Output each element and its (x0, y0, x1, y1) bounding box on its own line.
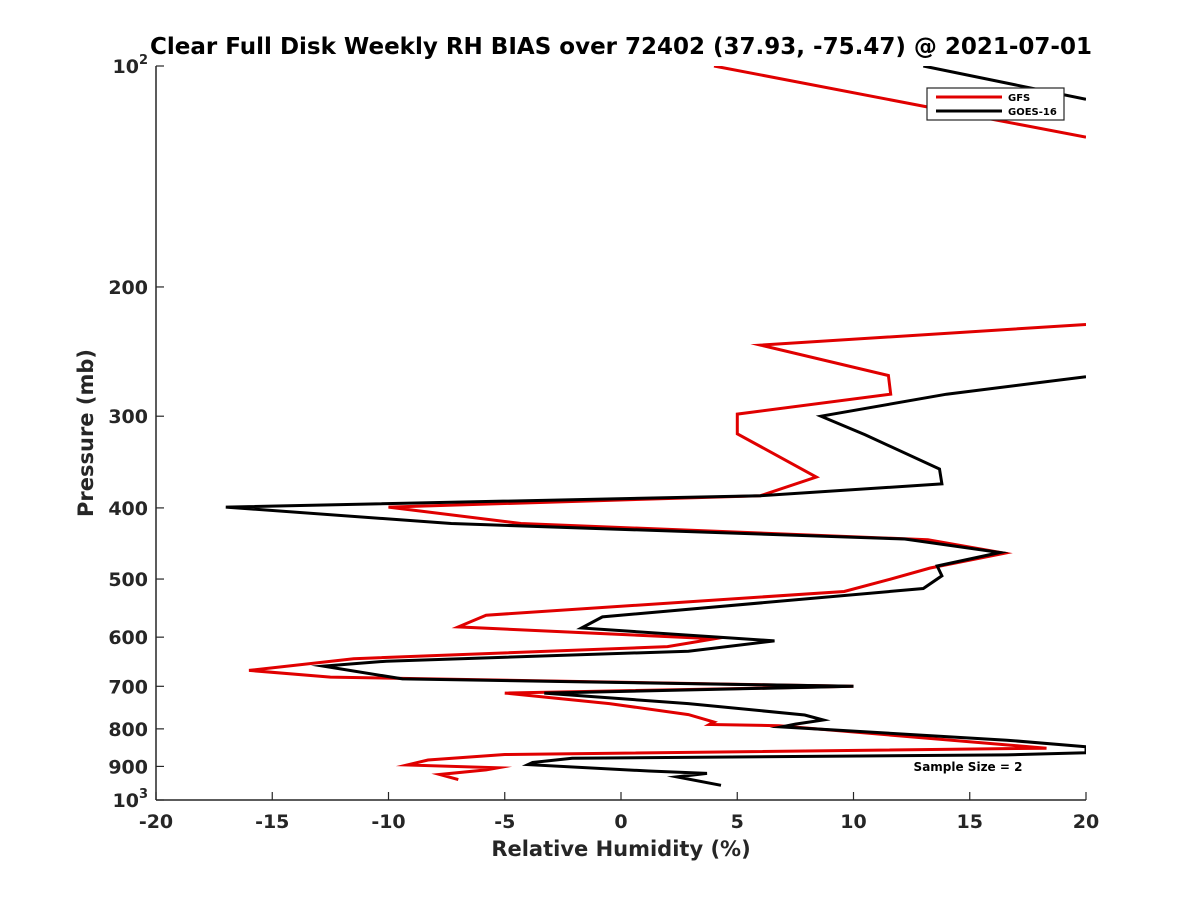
legend-box (926, 87, 1065, 121)
x-tick-label: 5 (731, 811, 744, 833)
y-tick-label: 600 (108, 627, 148, 649)
chart-title: Clear Full Disk Weekly RH BIAS over 7240… (150, 34, 1092, 60)
y-tick-base: 700 (108, 676, 148, 698)
x-tick-label: 15 (957, 811, 983, 833)
y-tick-label: 400 (108, 498, 148, 520)
y-tick-label: 103 (113, 787, 149, 812)
y-tick-label: 200 (108, 277, 148, 299)
y-tick-base: 200 (108, 277, 148, 299)
y-tick-base: 800 (108, 719, 148, 741)
x-tick-label: -10 (371, 811, 405, 833)
x-tick-label: -20 (139, 811, 173, 833)
y-tick-base: 500 (108, 569, 148, 591)
x-tick-label: 10 (840, 811, 866, 833)
y-tick-label: 300 (108, 406, 148, 428)
y-axis-label: Pressure (mb) (74, 349, 98, 517)
y-tick-label: 800 (108, 719, 148, 741)
x-tick-label: -5 (494, 811, 515, 833)
y-tick-base: 10 (113, 56, 139, 78)
y-tick-base: 400 (108, 498, 148, 520)
legend-label-gfs: GFS (1008, 93, 1030, 104)
y-tick-label: 700 (108, 676, 148, 698)
y-tick-base: 300 (108, 406, 148, 428)
y-tick-label: 102 (113, 53, 149, 78)
y-tick-base: 900 (108, 756, 148, 778)
sample-size-note: Sample Size = 2 (914, 760, 1023, 774)
y-tick-label: 900 (108, 756, 148, 778)
y-tick-base: 10 (113, 790, 139, 812)
x-axis-label: Relative Humidity (%) (491, 837, 750, 861)
series-line-gfs (248, 66, 1086, 782)
x-tick-label: -15 (255, 811, 289, 833)
y-tick-exponent: 3 (139, 787, 148, 802)
legend: GFS GOES-16 (926, 87, 1065, 121)
series-lines (225, 66, 1086, 787)
x-tick-label: 20 (1073, 811, 1099, 833)
x-tick-label: 0 (614, 811, 627, 833)
x-axis-ticks: -20 -15 -10 -5 0 5 10 15 20 (139, 792, 1099, 833)
legend-label-goes-16: GOES-16 (1008, 107, 1057, 118)
y-tick-exponent: 2 (139, 53, 148, 68)
y-tick-label: 500 (108, 569, 148, 591)
y-tick-base: 600 (108, 627, 148, 649)
